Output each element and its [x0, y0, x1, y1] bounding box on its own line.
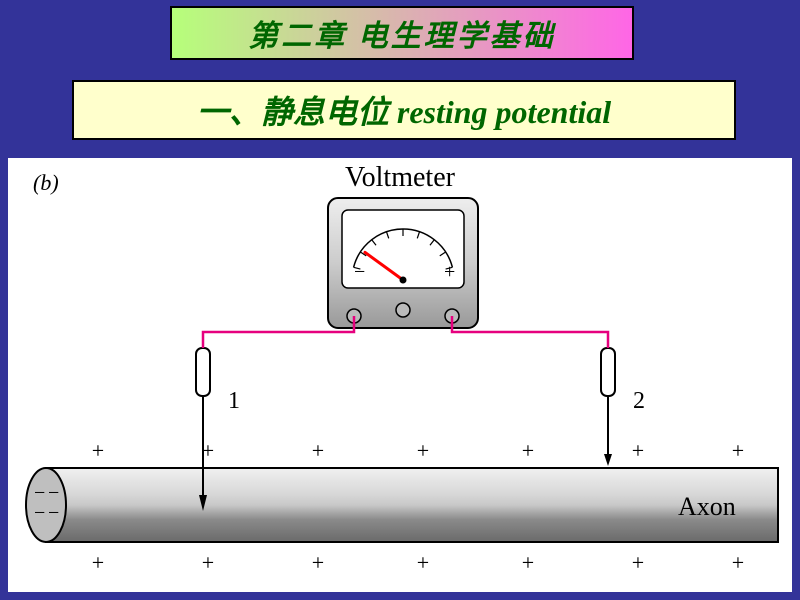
axon-plus-bottom: +: [522, 550, 534, 575]
axon-label: Axon: [678, 492, 736, 521]
voltmeter-adjust: [396, 303, 410, 317]
chapter-title-box: 第二章 电生理学基础: [170, 6, 634, 60]
meter-minus: −: [354, 261, 365, 283]
axon-body: [46, 468, 778, 542]
chapter-title-text: 第二章 电生理学基础: [248, 11, 556, 55]
axon-plus-bottom: +: [312, 550, 324, 575]
voltmeter-label: Voltmeter: [345, 162, 456, 193]
voltmeter-axon-diagram: (b)Voltmeter−+−−−−Axon++++++++++++++12: [8, 158, 792, 592]
section-title-text: 一、静息电位 resting potential: [197, 87, 611, 133]
panel-label: (b): [33, 170, 59, 195]
axon-plus-top: +: [522, 438, 534, 463]
electrode-2-label: 2: [633, 388, 645, 414]
slide-root: 第二章 电生理学基础 一、静息电位 resting potential (b) V…: [0, 0, 800, 600]
electrode-2-tip: [604, 454, 612, 466]
axon-plus-top: +: [92, 438, 104, 463]
axon-plus-top: +: [312, 438, 324, 463]
section-title-box: 一、静息电位 resting potential: [72, 80, 736, 140]
electrode-1-label: 1: [228, 388, 240, 414]
axon-plus-top: +: [732, 438, 744, 463]
axon-end-cap: [26, 468, 66, 542]
electrode-2-holder: [601, 348, 615, 396]
axon-minus: −: [34, 502, 45, 524]
axon-plus-top: +: [632, 438, 644, 463]
diagram-area: (b)Voltmeter−+−−−−Axon++++++++++++++12: [8, 158, 792, 592]
voltmeter-needle-pivot: [400, 277, 407, 284]
axon-plus-bottom: +: [417, 550, 429, 575]
axon-minus: −: [34, 482, 45, 504]
meter-plus: +: [444, 261, 455, 283]
axon-minus: −: [48, 502, 59, 524]
axon-plus-bottom: +: [92, 550, 104, 575]
axon-plus-bottom: +: [632, 550, 644, 575]
axon-plus-bottom: +: [732, 550, 744, 575]
axon-plus-top: +: [417, 438, 429, 463]
electrode-1-holder: [196, 348, 210, 396]
axon-minus: −: [48, 482, 59, 504]
axon-plus-bottom: +: [202, 550, 214, 575]
